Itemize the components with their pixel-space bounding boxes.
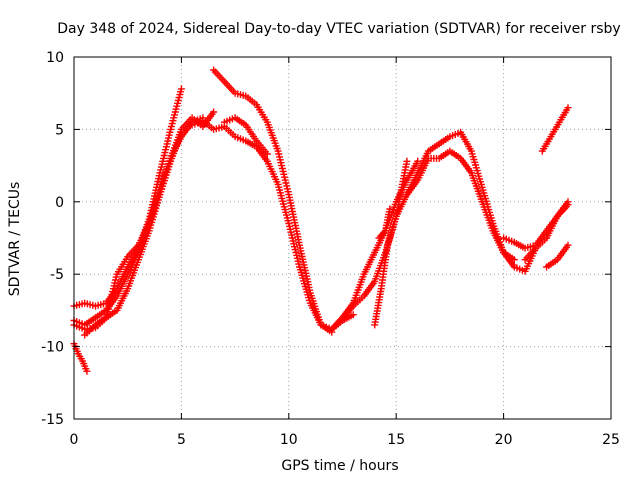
chart-title: Day 348 of 2024, Sidereal Day-to-day VTE… [57,21,620,37]
y-tick-label: 0 [55,195,64,211]
data-points [371,128,540,329]
x-tick-label: 20 [495,432,513,448]
y-tick-label: 10 [46,50,64,66]
data-points [220,114,271,158]
series-track-8 [220,114,271,158]
series-track-14 [500,198,572,252]
data-points [188,117,357,333]
x-tick-label: 0 [70,432,79,448]
data-points [70,114,207,329]
data-points [403,147,518,264]
data-points [81,128,185,339]
series-track-11 [371,128,540,329]
y-axis-label: SDTVAR / TECUs [7,182,23,297]
series-track-15 [521,201,572,264]
data-points [210,66,336,336]
series-track-17 [543,241,572,271]
series-track-2 [70,108,218,333]
x-axis-label: GPS time / hours [281,458,398,474]
data-points [70,108,218,333]
x-tick-label: 10 [280,432,298,448]
series-track-16 [538,104,572,155]
data-points [543,241,572,271]
x-tick-label: 25 [602,432,620,448]
x-tick-label: 5 [177,432,186,448]
x-tick-label: 15 [387,432,405,448]
y-tick-label: -10 [41,340,64,356]
series-track-12 [403,147,518,264]
data-points [328,157,411,333]
series-track-13 [375,205,394,242]
data-points [500,198,572,252]
data-points [538,104,572,155]
series-track-5 [81,128,185,339]
data-points [70,340,91,375]
plot-frame [73,56,612,420]
grid [74,57,611,419]
series-track-6 [210,66,336,336]
y-tick-label: 5 [55,122,64,138]
series-track-9 [328,157,411,333]
data-points [521,201,572,264]
series-track-3 [70,114,207,329]
series-track-4 [70,340,91,375]
data-points [375,205,394,242]
data-series [70,66,572,375]
axis-ticks: 0 5 10 15 20 25 -15 -10 -5 0 5 10 [41,50,620,448]
y-tick-label: -15 [41,412,64,428]
series-track-7 [188,117,357,333]
y-tick-label: -5 [50,267,64,283]
